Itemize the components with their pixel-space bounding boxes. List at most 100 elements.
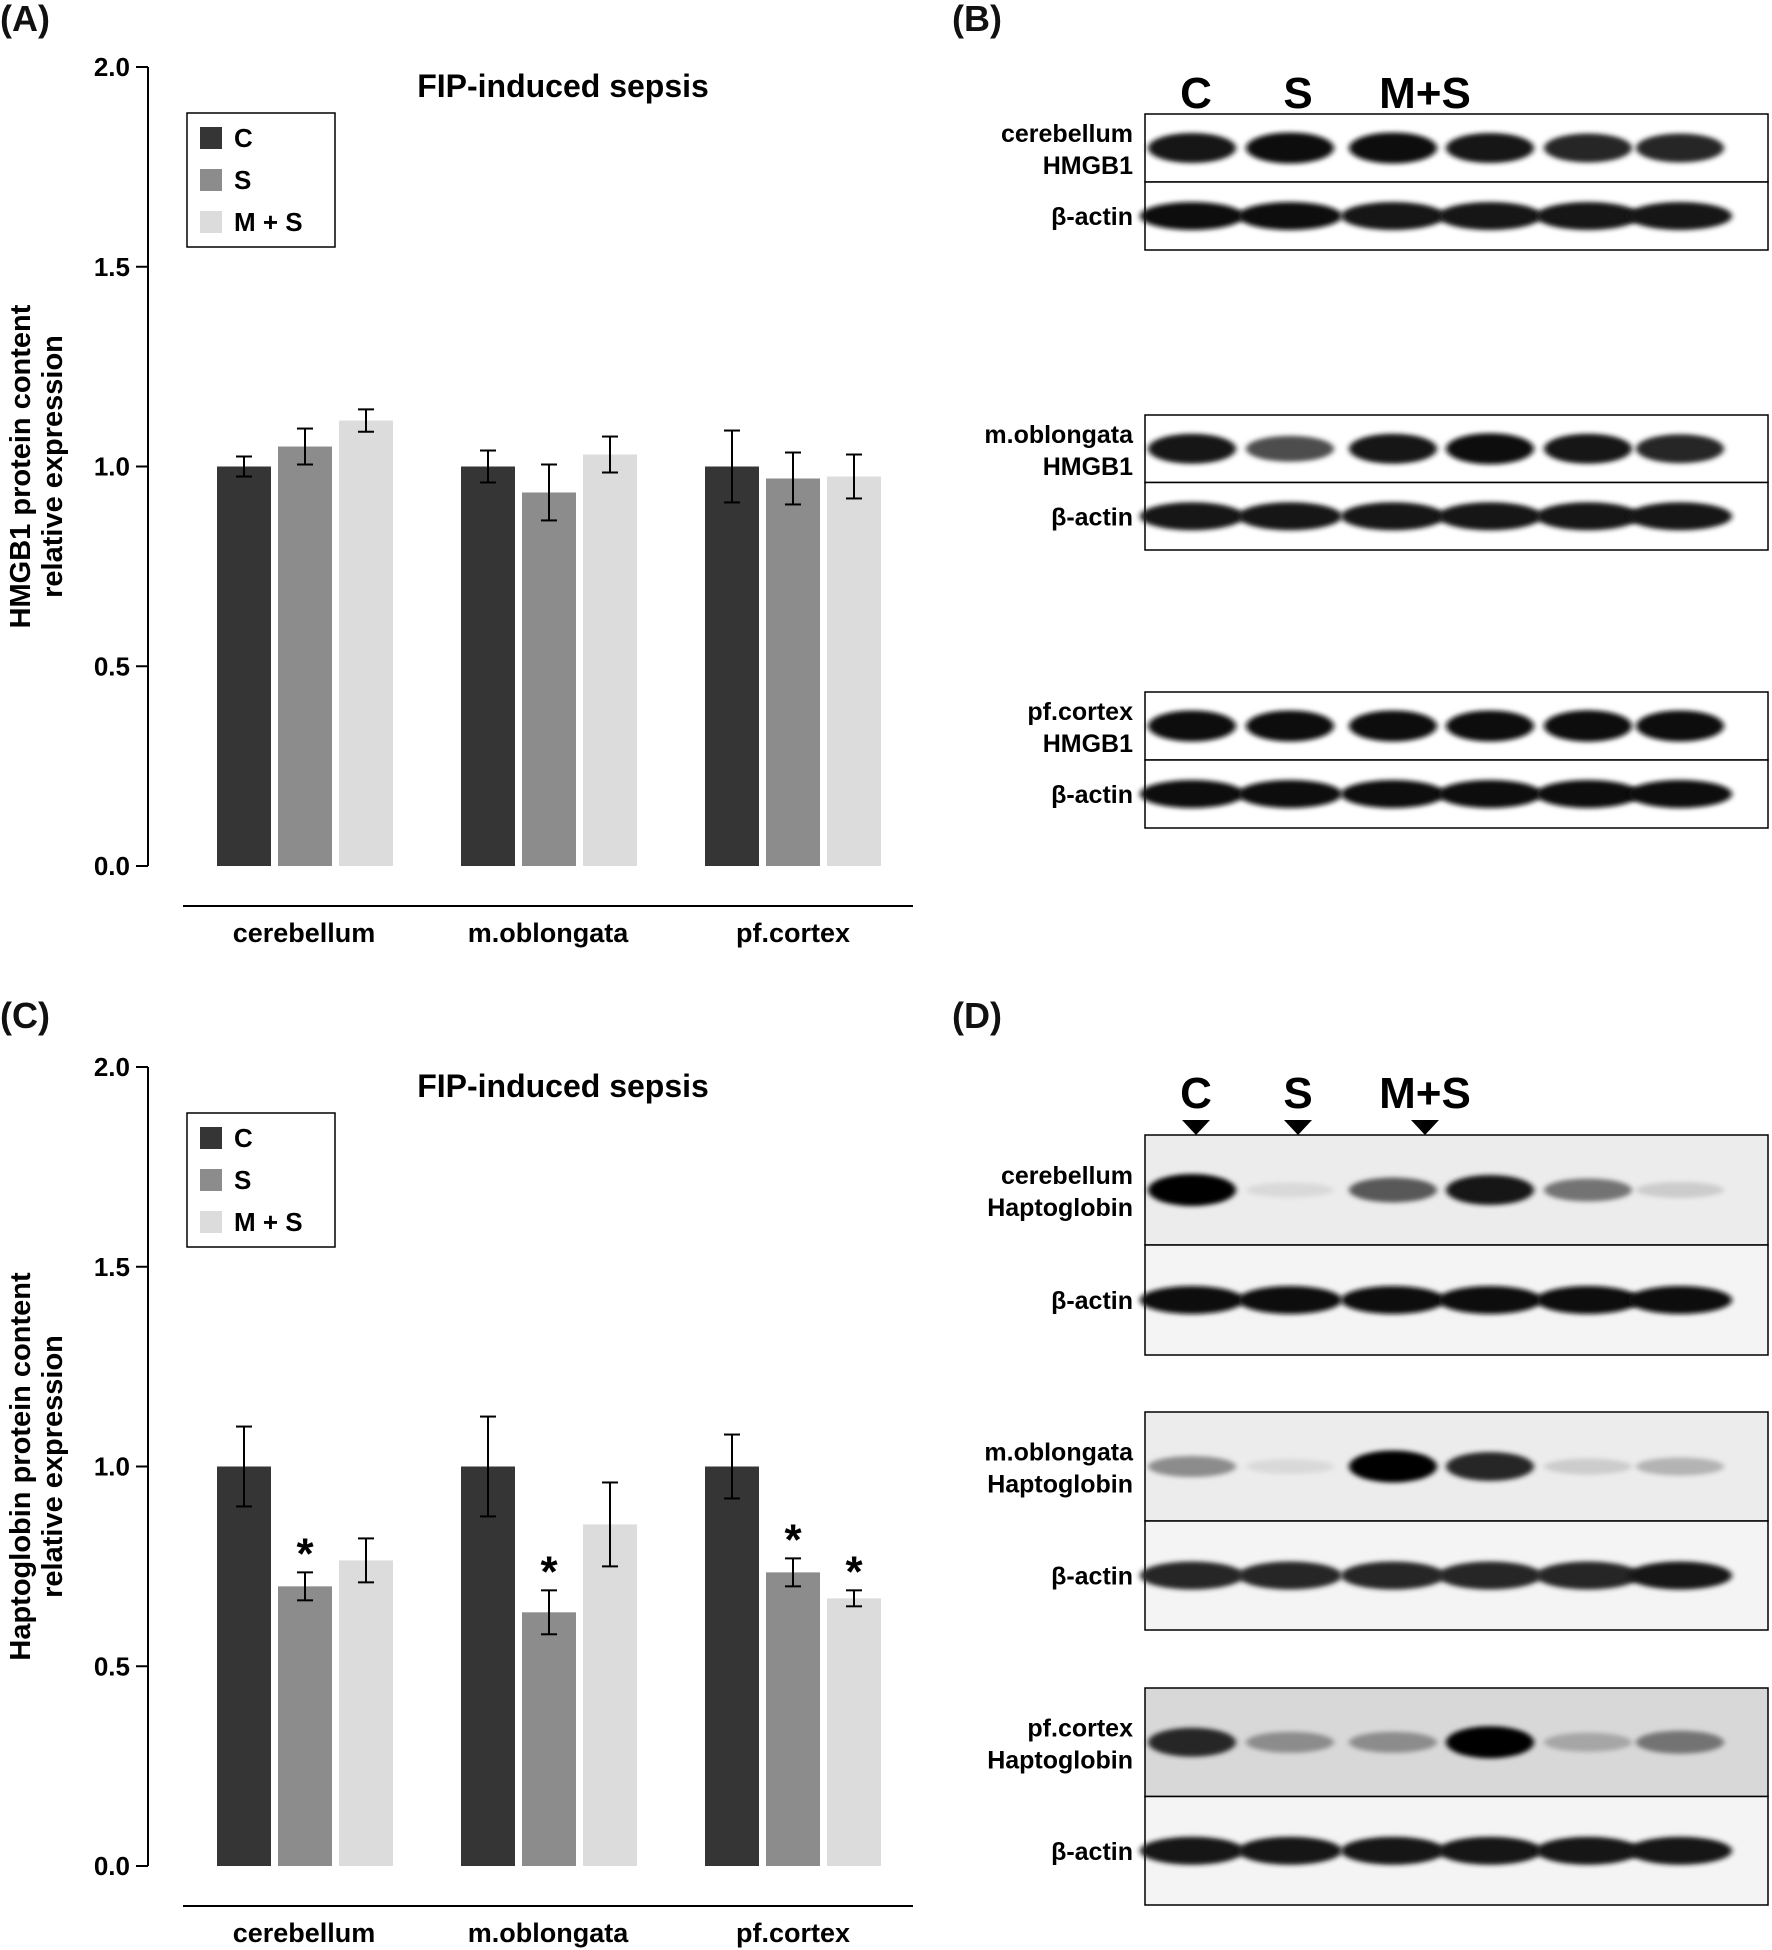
blot-band-target (1446, 1452, 1534, 1481)
blot-lane-header-2: M+S (1379, 1069, 1471, 1118)
blot-band-actin (1140, 502, 1244, 531)
significance-star: * (540, 1547, 558, 1596)
blot-band-actin (1536, 1561, 1640, 1590)
blot-band-target (1246, 1459, 1334, 1474)
bar-S-cerebellum (278, 1586, 332, 1866)
panel-label-b: (B) (952, 0, 1002, 39)
blot-band-actin (1238, 502, 1342, 531)
blot-band-actin (1238, 1561, 1342, 1590)
blot-band-target (1349, 1450, 1437, 1483)
y-tick-label: 1.0 (94, 452, 130, 482)
blot-protein-label: HMGB1 (1043, 730, 1133, 758)
y-axis-label-line2: relative expression (37, 335, 69, 598)
blot-band-actin (1140, 202, 1244, 230)
category-label-cerebellum: cerebellum (233, 1918, 376, 1948)
blot-band-target (1148, 433, 1236, 464)
lane-marker-arrow (1284, 1120, 1312, 1135)
blot-band-target (1636, 1730, 1724, 1754)
blot-protein-label: Haptoglobin (987, 1471, 1133, 1499)
blot-band-actin (1536, 1286, 1640, 1314)
bar-C-m.oblongata (461, 1466, 515, 1866)
blot-band-actin (1628, 780, 1732, 808)
y-tick-label: 2.0 (94, 1052, 130, 1082)
blot-band-actin (1438, 1836, 1542, 1865)
blot-band-actin (1140, 1836, 1244, 1865)
bar-S-pf.cortex (766, 478, 820, 866)
blot-band-target (1349, 132, 1437, 164)
bar-S-pf.cortex (766, 1572, 820, 1866)
bar-S-m.oblongata (522, 1612, 576, 1866)
blot-band-target (1148, 710, 1236, 742)
blot-band-target (1636, 1182, 1724, 1198)
blot-actin-label: β-actin (1051, 1838, 1133, 1866)
legend-label-1: S (234, 165, 251, 195)
blot-actin-label: β-actin (1051, 781, 1133, 809)
blot-band-target (1246, 710, 1334, 742)
legend-label-0: C (234, 123, 253, 153)
bar-MS-m.oblongata (583, 454, 637, 866)
blot-band-actin (1238, 780, 1342, 808)
blot-band-actin (1438, 202, 1542, 230)
blot-band-actin (1140, 1561, 1244, 1590)
blot-protein-label: HMGB1 (1043, 453, 1133, 481)
blot-lane-header-0: C (1180, 69, 1212, 118)
bar-MS-pf.cortex (827, 476, 881, 866)
legend-label-1: S (234, 1165, 251, 1195)
y-tick-label: 0.0 (94, 851, 130, 881)
blot-band-target (1544, 1458, 1632, 1475)
blot-band-target (1446, 710, 1534, 742)
blot-band-target (1636, 710, 1724, 742)
blot-band-actin (1438, 780, 1542, 808)
chart-title: FIP-induced sepsis (417, 68, 709, 104)
category-label-m.oblongata: m.oblongata (468, 918, 629, 948)
legend-swatch-2 (200, 1211, 222, 1233)
blot-band-target (1349, 433, 1437, 464)
blot-band-target (1349, 1731, 1437, 1753)
blot-band-target (1349, 1177, 1437, 1203)
panel-label-d: (D) (952, 995, 1002, 1036)
blot-band-target (1148, 1727, 1236, 1757)
haptoglobin-bar-chart: 0.0 0.5 1.0 1.5 2.0 Haptoglobin protein conte… (5, 1052, 913, 1948)
blot-band-target (1636, 1457, 1724, 1476)
blot-band-target (1148, 1456, 1236, 1477)
bar-MS-pf.cortex (827, 1598, 881, 1866)
blot-band-actin (1140, 780, 1244, 808)
significance-star: * (784, 1515, 802, 1564)
y-tick-label: 0.5 (94, 651, 130, 681)
y-axis-label-line2: relative expression (37, 1335, 69, 1598)
y-axis-label-line1: HMGB1 protein content (5, 304, 37, 628)
blot-band-actin (1628, 1286, 1732, 1314)
blot-band-target (1446, 433, 1534, 465)
blot-band-target (1636, 434, 1724, 464)
y-tick-label: 1.5 (94, 252, 130, 282)
bar-C-cerebellum (217, 1466, 271, 1866)
blot-band-target (1446, 1175, 1534, 1205)
blot-band-target (1544, 433, 1632, 464)
blot-region-label: cerebellum (1001, 1162, 1133, 1190)
legend-swatch-1 (200, 1169, 222, 1191)
panel-label-c: (C) (0, 995, 50, 1036)
blot-actin-label: β-actin (1051, 1287, 1133, 1315)
blot-lane-header-2: M+S (1379, 69, 1471, 118)
panel-label-a: (A) (0, 0, 50, 39)
blot-region-label: m.oblongata (984, 1439, 1134, 1467)
blot-lane-header-0: C (1180, 1069, 1212, 1118)
blot-band-actin (1140, 1286, 1244, 1314)
blot-band-actin (1341, 202, 1445, 230)
blot-actin-label: β-actin (1051, 203, 1133, 231)
blot-band-actin (1536, 502, 1640, 531)
y-tick-label: 0.0 (94, 1851, 130, 1881)
bar-C-cerebellum (217, 466, 271, 866)
blot-band-actin (1341, 502, 1445, 531)
category-label-pf.cortex: pf.cortex (736, 1918, 850, 1948)
y-tick-label: 1.0 (94, 1452, 130, 1482)
blot-band-actin (1238, 202, 1342, 230)
category-label-m.oblongata: m.oblongata (468, 1918, 629, 1948)
hmgb1-bar-chart: 0.0 0.5 1.0 1.5 2.0 HMGB1 protein content rela… (5, 52, 913, 948)
blot-band-actin (1628, 202, 1732, 230)
significance-star: * (296, 1529, 314, 1578)
blot-protein-label: HMGB1 (1043, 152, 1133, 180)
blot-band-actin (1341, 780, 1445, 808)
blot-region-label: m.oblongata (984, 421, 1134, 449)
